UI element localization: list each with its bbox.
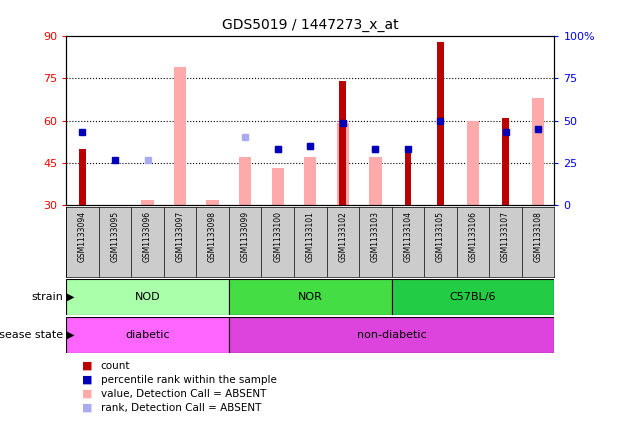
Text: value, Detection Call = ABSENT: value, Detection Call = ABSENT <box>101 389 266 399</box>
Bar <box>392 279 554 315</box>
Text: non-diabetic: non-diabetic <box>357 330 427 340</box>
Text: ▶: ▶ <box>67 330 75 340</box>
Text: GSM1133098: GSM1133098 <box>208 211 217 262</box>
Text: GSM1133102: GSM1133102 <box>338 211 347 262</box>
Text: ■: ■ <box>82 375 93 385</box>
Text: ■: ■ <box>82 403 93 413</box>
Text: GSM1133103: GSM1133103 <box>371 211 380 262</box>
Text: ▶: ▶ <box>67 292 75 302</box>
Text: GSM1133096: GSM1133096 <box>143 211 152 262</box>
Text: GSM1133108: GSM1133108 <box>534 211 542 262</box>
Bar <box>66 279 229 315</box>
Bar <box>272 168 284 205</box>
Bar <box>336 124 349 205</box>
Bar <box>369 157 382 205</box>
Text: diabetic: diabetic <box>125 330 170 340</box>
Bar <box>229 317 554 353</box>
Text: ■: ■ <box>82 361 93 371</box>
Bar <box>239 157 251 205</box>
Bar <box>174 67 186 205</box>
Bar <box>141 200 154 205</box>
Bar <box>304 157 316 205</box>
Text: GSM1133095: GSM1133095 <box>110 211 120 262</box>
Text: strain: strain <box>31 292 63 302</box>
Text: GSM1133107: GSM1133107 <box>501 211 510 262</box>
Text: C57BL/6: C57BL/6 <box>450 292 496 302</box>
Text: GSM1133101: GSM1133101 <box>306 211 315 262</box>
Bar <box>66 317 229 353</box>
Text: disease state: disease state <box>0 330 63 340</box>
Text: GSM1133097: GSM1133097 <box>176 211 185 262</box>
Text: GSM1133099: GSM1133099 <box>241 211 249 262</box>
Bar <box>404 149 411 205</box>
Text: ■: ■ <box>82 389 93 399</box>
Text: NOD: NOD <box>135 292 161 302</box>
Bar <box>229 279 392 315</box>
Text: GSM1133100: GSM1133100 <box>273 211 282 262</box>
Bar <box>79 149 86 205</box>
Bar <box>340 81 347 205</box>
Text: NOR: NOR <box>298 292 323 302</box>
Title: GDS5019 / 1447273_x_at: GDS5019 / 1447273_x_at <box>222 18 399 32</box>
Text: percentile rank within the sample: percentile rank within the sample <box>101 375 277 385</box>
Bar <box>467 121 479 205</box>
Text: GSM1133106: GSM1133106 <box>469 211 478 262</box>
Text: GSM1133104: GSM1133104 <box>403 211 413 262</box>
Bar <box>207 200 219 205</box>
Bar <box>437 41 444 205</box>
Text: GSM1133094: GSM1133094 <box>78 211 87 262</box>
Text: GSM1133105: GSM1133105 <box>436 211 445 262</box>
Text: count: count <box>101 361 130 371</box>
Text: rank, Detection Call = ABSENT: rank, Detection Call = ABSENT <box>101 403 261 413</box>
Bar <box>502 118 509 205</box>
Bar <box>532 98 544 205</box>
